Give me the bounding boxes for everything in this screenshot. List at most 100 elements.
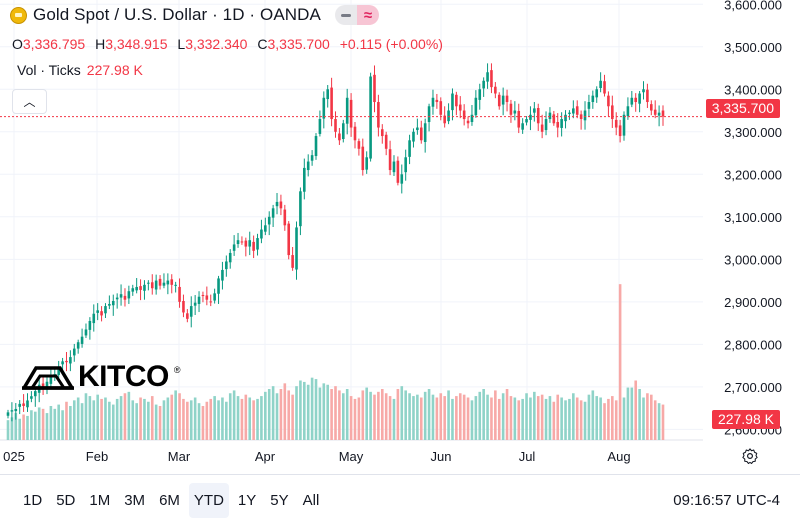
- volume-bar: [108, 401, 111, 440]
- candle-body: [275, 201, 279, 207]
- candle-body: [642, 89, 645, 93]
- range-5d[interactable]: 5D: [56, 492, 76, 509]
- candle-body: [65, 360, 68, 363]
- volume-value: 227.98 K: [86, 62, 143, 78]
- candle-body: [303, 167, 306, 192]
- volume-bar: [53, 408, 57, 440]
- volume-bar: [650, 394, 653, 440]
- candle-body: [470, 114, 474, 123]
- volume-bar: [166, 397, 170, 440]
- candle-body: [357, 141, 361, 149]
- volume-bar: [37, 407, 41, 440]
- volume-bar: [162, 400, 166, 440]
- candle-body: [572, 108, 575, 114]
- range-1y[interactable]: 1Y: [237, 492, 257, 509]
- range-3m[interactable]: 3M: [124, 492, 146, 509]
- volume-bar: [529, 397, 532, 440]
- range-6m[interactable]: 6M: [159, 492, 180, 509]
- candle-body: [353, 126, 357, 141]
- minus-icon[interactable]: [334, 5, 357, 25]
- range-all[interactable]: All: [302, 492, 320, 509]
- volume-bar: [123, 393, 127, 440]
- status-pill[interactable]: ≈: [334, 5, 379, 25]
- candle-body: [556, 122, 560, 128]
- volume-bar: [205, 401, 209, 440]
- candle-body: [61, 361, 64, 365]
- candle-body: [10, 410, 14, 412]
- candle-body: [377, 102, 380, 128]
- collapse-legend-button[interactable]: ︿: [12, 89, 47, 114]
- volume-bar: [404, 390, 407, 440]
- ohlc-legend: O3,336.795 H3,348.915 L3,332.340 C3,335.…: [12, 36, 449, 52]
- candle-body: [240, 241, 244, 243]
- time-tick-label: Mar: [168, 449, 191, 464]
- last-price-tag: 3,335.700: [705, 99, 780, 118]
- candle-body: [380, 129, 384, 137]
- volume-bar: [18, 418, 21, 440]
- volume-bar: [591, 390, 595, 440]
- range-1m[interactable]: 1M: [89, 492, 111, 509]
- candle-body: [295, 227, 298, 270]
- volume-legend: Vol · Ticks 227.98 K: [17, 62, 143, 78]
- candle-body: [611, 105, 614, 120]
- candle-body: [248, 240, 252, 247]
- volume-bar: [583, 401, 587, 440]
- volume-bar: [657, 403, 661, 440]
- candle-body: [334, 119, 337, 132]
- range-5y[interactable]: 5Y: [270, 492, 289, 509]
- candle-body: [462, 110, 466, 120]
- candle-body: [548, 112, 552, 120]
- candle-body: [326, 89, 330, 100]
- volume-bar: [33, 411, 37, 440]
- volume-bar: [287, 390, 291, 440]
- candle-body: [404, 157, 407, 173]
- close-value: 3,335.700: [267, 36, 330, 52]
- candle-body: [96, 310, 99, 313]
- volume-bar: [357, 397, 361, 440]
- candle-body: [630, 97, 634, 105]
- range-1d[interactable]: 1D: [23, 492, 43, 509]
- volume-bar: [303, 381, 306, 440]
- volume-bar: [76, 397, 80, 440]
- symbol-header[interactable]: Gold Spot / U.S. Dollar · 1D · OANDA ≈: [10, 5, 379, 25]
- range-ytd[interactable]: YTD: [188, 483, 229, 518]
- candle-body: [264, 225, 267, 232]
- candle-body: [182, 300, 185, 313]
- wave-icon[interactable]: ≈: [356, 5, 379, 25]
- candle-body: [458, 104, 462, 111]
- volume-bar: [154, 404, 158, 440]
- volume-bar: [560, 397, 563, 440]
- volume-bar: [197, 403, 201, 440]
- close-key: C: [257, 36, 268, 52]
- candle-body: [509, 103, 513, 115]
- candle-body: [587, 102, 591, 109]
- settings-icon[interactable]: [741, 447, 759, 465]
- high-key: H: [95, 36, 106, 52]
- candle-body: [314, 136, 318, 157]
- volume-bar: [139, 397, 142, 440]
- candle-body: [322, 97, 326, 119]
- volume-bar: [653, 400, 657, 440]
- open-value: 3,336.795: [22, 36, 86, 52]
- volume-bar: [505, 389, 509, 440]
- candle-body: [653, 109, 657, 115]
- volume-bar: [634, 380, 638, 440]
- volume-bar: [513, 397, 517, 440]
- volume-bar: [158, 406, 162, 440]
- volume-bar: [361, 390, 365, 440]
- volume-bar: [57, 404, 60, 440]
- volume-bar: [525, 393, 528, 440]
- volume-bar: [618, 284, 622, 440]
- range-selector: 1D 5D 1M 3M 6M YTD 1Y 5Y All: [18, 483, 324, 518]
- candle-body: [533, 108, 536, 113]
- volume-bar: [69, 406, 72, 440]
- volume-bar: [490, 397, 493, 440]
- symbol-title[interactable]: Gold Spot / U.S. Dollar · 1D · OANDA: [33, 5, 321, 24]
- volume-bar: [595, 396, 599, 440]
- volume-bar: [72, 400, 76, 440]
- volume-bar: [291, 394, 294, 440]
- volume-bar: [119, 396, 123, 440]
- candle-body: [127, 291, 131, 299]
- candle-body: [318, 119, 322, 134]
